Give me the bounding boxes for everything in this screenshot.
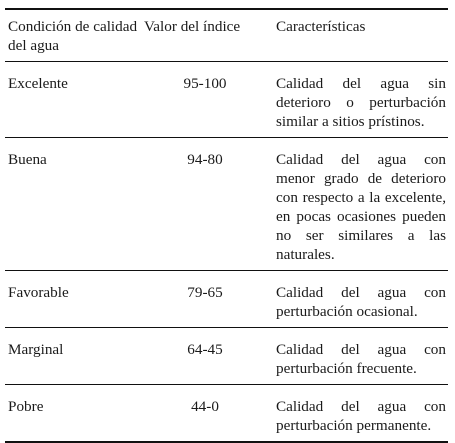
table-row: Marginal 64-45 Calidad del agua con pert… — [5, 328, 448, 385]
index-cell: 44-0 — [191, 398, 219, 415]
characteristics-cell: Calidad del agua sin deterioro o perturb… — [276, 75, 446, 130]
header-index-value: Valor del índice — [144, 18, 241, 35]
characteristics-cell: Calidad del agua con perturbación perman… — [276, 398, 446, 434]
document-page: Condición de calidad del agua Valor del … — [5, 9, 448, 442]
condition-cell: Excelente — [8, 75, 68, 92]
header-characteristics: Características — [276, 18, 366, 35]
table-row: Excelente 95-100 Calidad del agua sin de… — [5, 62, 448, 138]
water-quality-table: Condición de calidad del agua Valor del … — [5, 8, 448, 443]
index-cell: 79-65 — [187, 284, 223, 301]
table-body: Excelente 95-100 Calidad del agua sin de… — [5, 62, 448, 442]
condition-cell: Favorable — [8, 284, 69, 301]
table-row: Favorable 79-65 Calidad del agua con per… — [5, 271, 448, 328]
header-condition: Condición de calidad del agua — [8, 18, 138, 54]
characteristics-cell: Calidad del agua con menor grado de dete… — [276, 151, 446, 263]
condition-cell: Pobre — [8, 398, 44, 415]
condition-cell: Marginal — [8, 341, 64, 358]
characteristics-cell: Calidad del agua con perturbación frecue… — [276, 341, 446, 377]
index-cell: 95-100 — [183, 75, 227, 92]
index-cell: 94-80 — [187, 151, 223, 168]
header-row: Condición de calidad del agua Valor del … — [5, 9, 448, 62]
table-row: Buena 94-80 Calidad del agua con menor g… — [5, 138, 448, 271]
condition-cell: Buena — [8, 151, 47, 168]
characteristics-cell: Calidad del agua con perturbación ocasio… — [276, 284, 446, 320]
index-cell: 64-45 — [187, 341, 223, 358]
table-row: Pobre 44-0 Calidad del agua con perturba… — [5, 385, 448, 442]
table-header: Condición de calidad del agua Valor del … — [5, 9, 448, 62]
